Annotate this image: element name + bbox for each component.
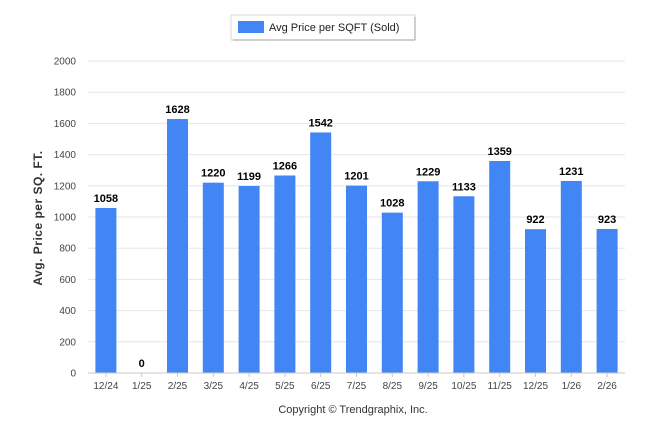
- data-label: 1058: [94, 193, 118, 205]
- data-label: 1359: [487, 146, 511, 158]
- data-label: 1542: [308, 117, 332, 129]
- y-tick-label: 2000: [54, 57, 77, 68]
- legend: Avg Price per SQFT (Sold): [230, 14, 416, 41]
- y-tick-label: 1400: [54, 150, 77, 161]
- bar: [95, 207, 117, 373]
- y-axis-label: Avg. Price per SQ. FT.: [31, 150, 45, 285]
- data-label: 1028: [380, 198, 404, 210]
- data-label: 922: [526, 214, 544, 226]
- bar: [167, 119, 188, 373]
- bar: [525, 229, 546, 373]
- x-axis-ticks: 12/24 1/25 2/25 3/25 4/25 5/25 6/25 7/25 8/25 9/2…: [93, 373, 617, 392]
- y-tick-label: 1000: [54, 213, 77, 224]
- y-tick-label: 600: [59, 275, 76, 286]
- bar: [310, 132, 332, 373]
- bar: [596, 229, 618, 373]
- bar: [453, 196, 475, 373]
- copyright-footer: Copyright © Trendgraphix, Inc.: [278, 404, 427, 416]
- y-tick-label: 400: [59, 306, 76, 317]
- x-tick-label: 5/25: [275, 381, 295, 392]
- x-tick-label: 2/25: [168, 381, 188, 392]
- legend-label: Avg Price per SQFT (Sold): [269, 22, 399, 34]
- data-label: 1220: [201, 168, 225, 180]
- y-tick-label: 200: [59, 337, 76, 348]
- x-tick-label: 3/25: [204, 381, 224, 392]
- data-label: 1201: [344, 171, 368, 183]
- x-tick-label: 7/25: [347, 381, 367, 392]
- x-tick-label: 1/26: [562, 381, 582, 392]
- legend-swatch: [238, 21, 264, 33]
- bar: [560, 180, 582, 373]
- bar: [238, 185, 260, 373]
- y-axis-ticks: 0 200 400 600 800 1000 1200 1400 1600 1800 2000: [54, 57, 77, 380]
- x-tick-label: 10/25: [451, 381, 476, 392]
- bar: [489, 160, 511, 373]
- data-label: 923: [598, 214, 616, 226]
- x-tick-label: 8/25: [383, 381, 403, 392]
- x-tick-label: 4/25: [239, 381, 259, 392]
- bar: [381, 212, 403, 373]
- bar: [202, 182, 224, 373]
- x-tick-label: 12/24: [93, 381, 118, 392]
- x-tick-label: 6/25: [311, 381, 331, 392]
- y-tick-label: 1800: [54, 88, 77, 99]
- bar: [417, 181, 439, 373]
- bar: [274, 175, 296, 373]
- data-labels: 1058 0 1628 1220 1199 1266 1542 1201 1028 1229 113…: [94, 104, 617, 370]
- x-tick-label: 2/26: [597, 381, 617, 392]
- data-label: 1266: [273, 161, 297, 173]
- y-tick-label: 1200: [54, 181, 77, 192]
- data-label: 0: [139, 358, 145, 370]
- x-tick-label: 9/25: [418, 381, 438, 392]
- bars: [95, 119, 618, 373]
- data-label: 1133: [452, 181, 476, 193]
- data-label: 1628: [165, 104, 189, 116]
- bar: [346, 185, 367, 373]
- y-tick-label: 800: [59, 244, 76, 255]
- data-label: 1229: [416, 166, 440, 178]
- y-tick-label: 1600: [54, 119, 77, 130]
- x-tick-label: 11/25: [488, 381, 513, 392]
- data-label: 1231: [559, 166, 583, 178]
- x-tick-label: 1/25: [132, 381, 152, 392]
- x-tick-label: 12/25: [523, 381, 548, 392]
- y-tick-label: 0: [70, 369, 76, 380]
- data-label: 1199: [237, 171, 261, 183]
